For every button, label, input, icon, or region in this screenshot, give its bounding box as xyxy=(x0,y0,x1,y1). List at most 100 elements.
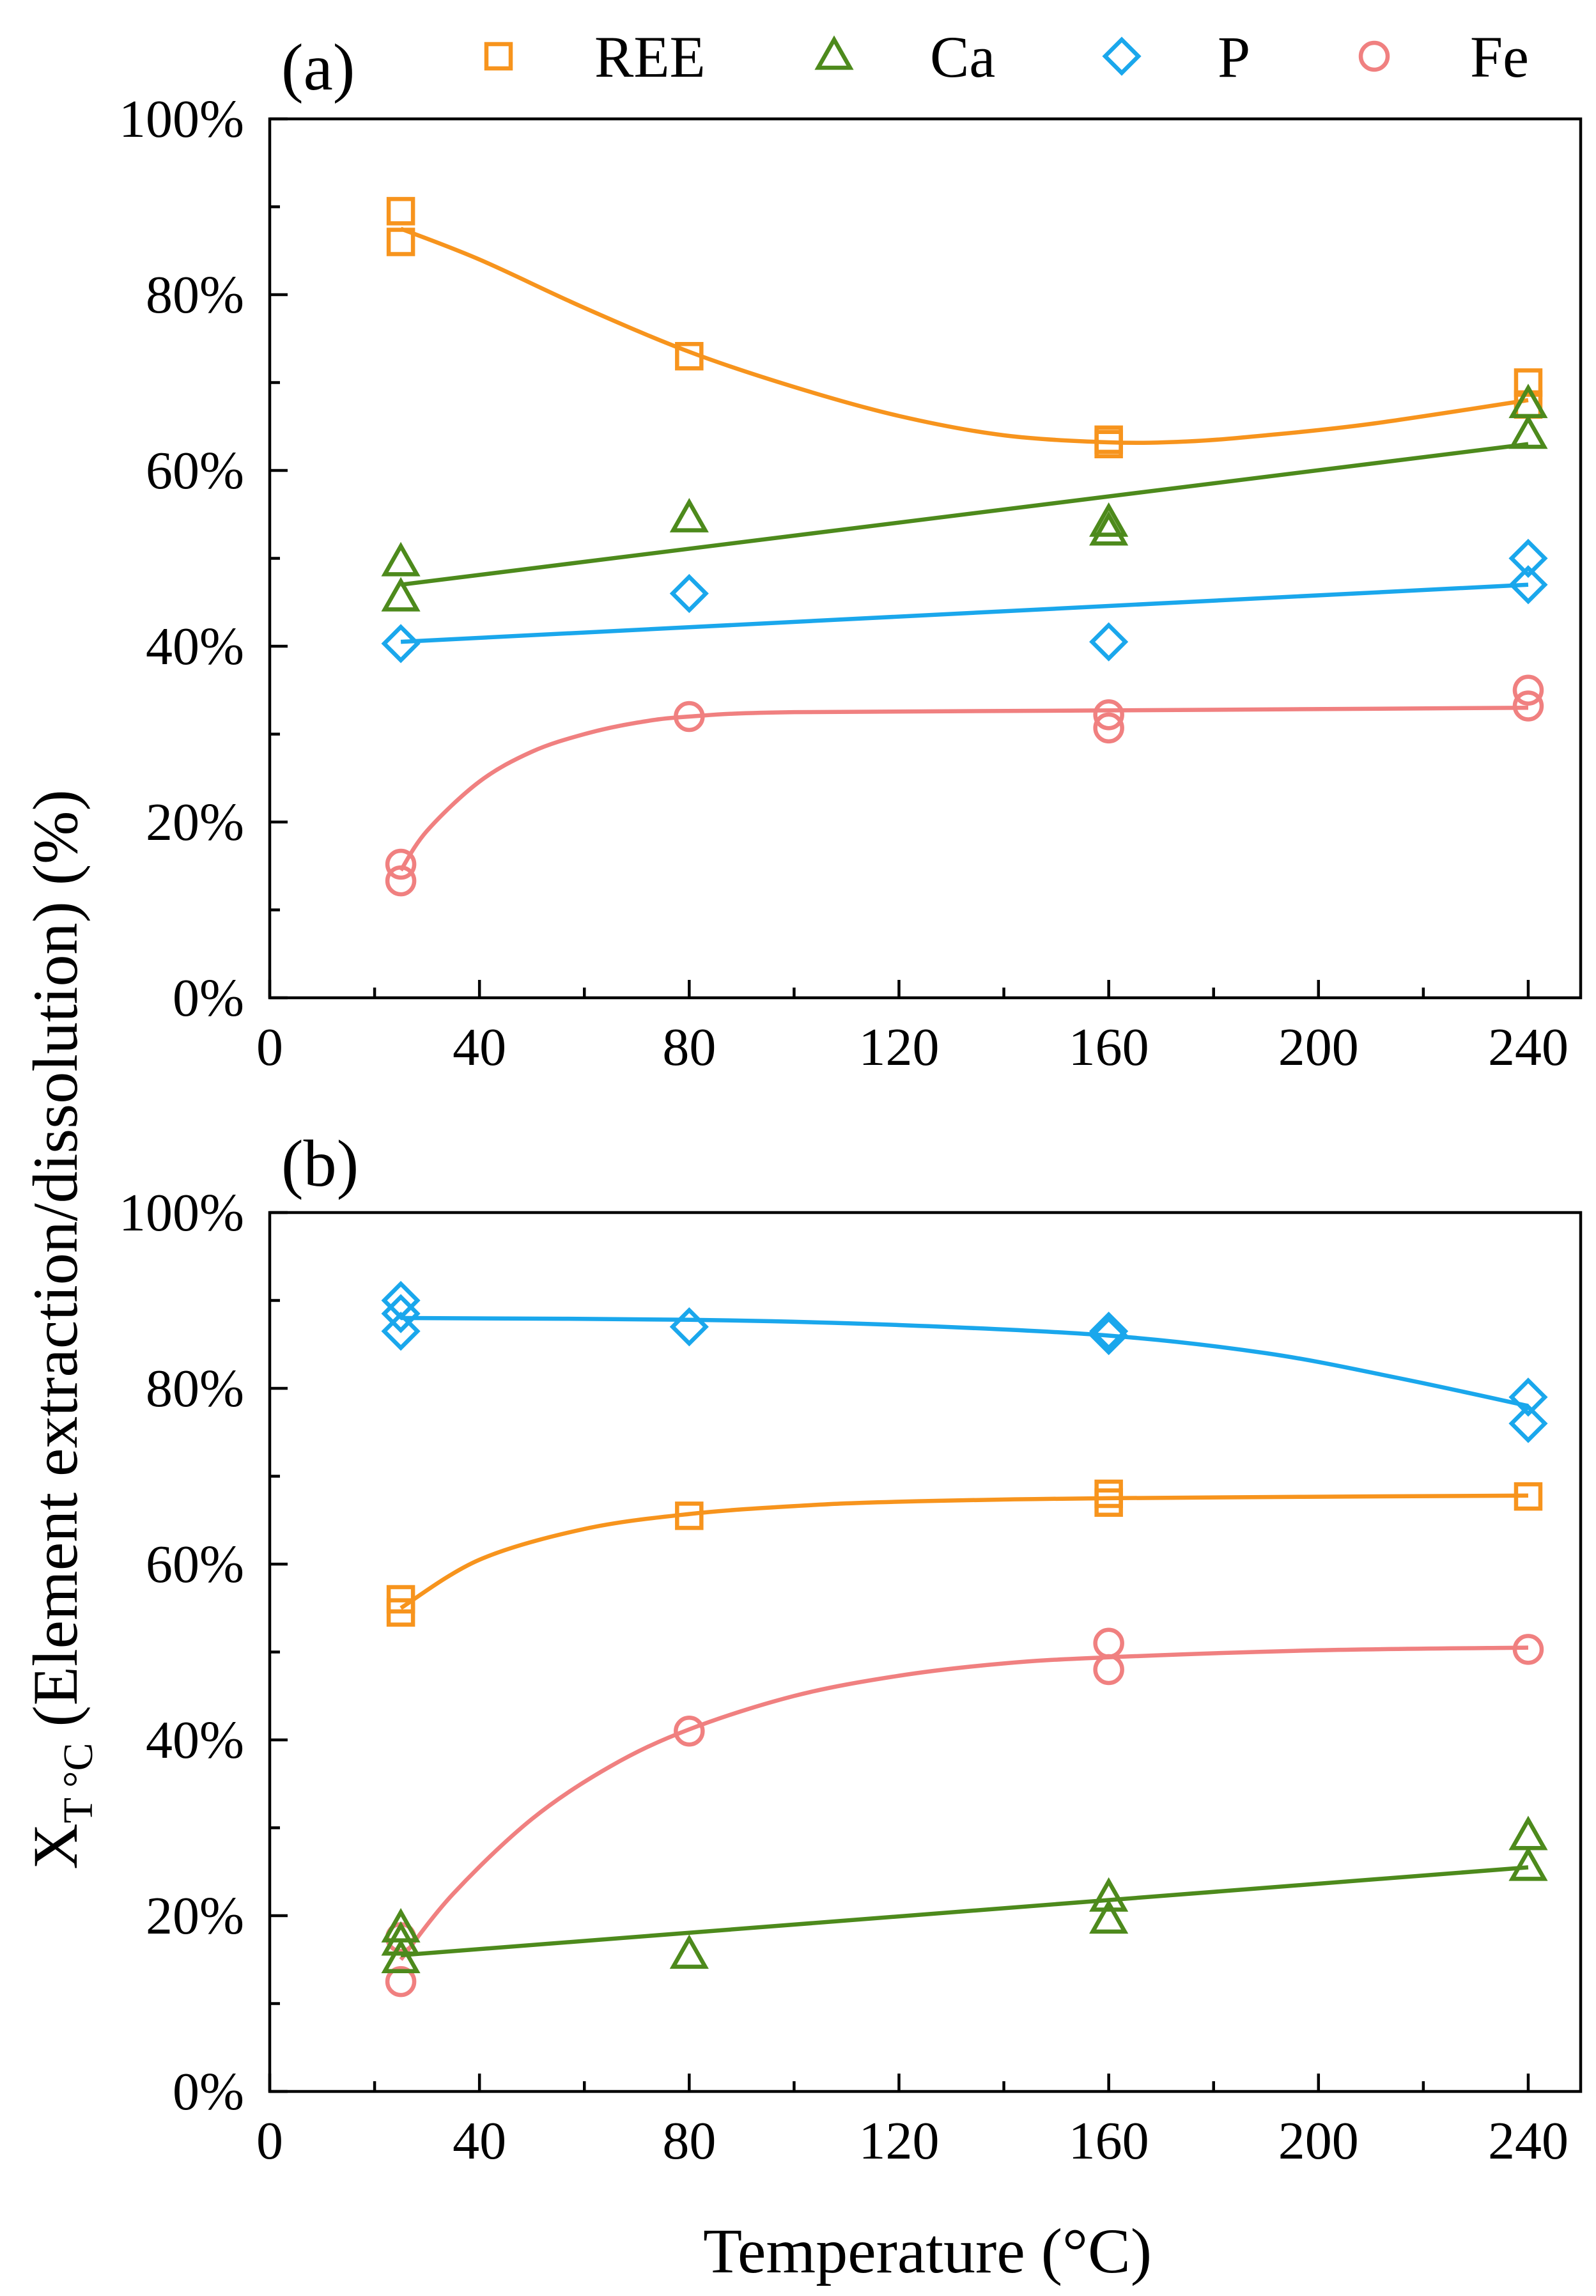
ree-fit-line xyxy=(399,1493,1528,1610)
x-tick-label: 0 xyxy=(256,1018,283,1077)
ca-fit-line xyxy=(400,1865,1529,1958)
y-tick-label: 40% xyxy=(146,617,244,676)
x-axis-title: Temperature (°C) xyxy=(703,2215,1152,2286)
ree-data-point xyxy=(386,228,415,256)
y-tick-label: 80% xyxy=(146,1359,244,1418)
x-tick-label: 200 xyxy=(1278,1018,1359,1077)
fe-data-point xyxy=(1093,699,1124,731)
ca-data-point xyxy=(381,541,421,577)
ca-data-point xyxy=(1089,502,1129,537)
ca-data-point xyxy=(1089,1899,1129,1934)
ca-data-point xyxy=(669,1934,709,1969)
p-data-point xyxy=(1089,1312,1129,1351)
fe-data-point xyxy=(1512,1634,1544,1665)
fe-fit-line xyxy=(399,1645,1529,1961)
p-data-point xyxy=(1508,565,1548,605)
ca-data-point xyxy=(1089,1877,1129,1912)
fe-data-point xyxy=(674,701,705,733)
ca-data-point xyxy=(381,577,421,612)
fe-data-point xyxy=(1093,712,1124,744)
fe-data-point xyxy=(1093,1654,1124,1686)
x-tick-label: 160 xyxy=(1069,2111,1149,2171)
x-tick-label: 200 xyxy=(1278,2111,1359,2171)
legend: REE Ca P Fe xyxy=(484,24,1529,89)
ree-data-point xyxy=(1094,1479,1123,1509)
y-tick-label: 20% xyxy=(146,793,244,852)
ca-data-point xyxy=(381,1939,421,1973)
legend-label-ree: REE xyxy=(594,24,706,89)
y-tick-label: 0% xyxy=(173,2062,244,2121)
p-data-point xyxy=(669,573,709,614)
y-tick-label: 20% xyxy=(146,1886,244,1946)
fe-data-point xyxy=(385,865,417,897)
x-tick-label: 120 xyxy=(858,2111,939,2171)
fe-data-point xyxy=(1512,690,1544,722)
ca-data-point xyxy=(1508,1815,1548,1850)
ca-legend-marker xyxy=(814,35,854,70)
x-tick-label: 80 xyxy=(662,2111,716,2171)
ca-fit-line xyxy=(400,442,1529,587)
legend-label-fe: Fe xyxy=(1470,24,1529,89)
y-axis-title-symbol: X xyxy=(20,1824,91,1870)
p-data-point xyxy=(1508,1404,1548,1443)
ca-data-point xyxy=(381,1921,421,1956)
panel-label: (b) xyxy=(281,1127,359,1200)
p-data-point xyxy=(1089,622,1129,662)
ree-fit-line xyxy=(399,226,1529,446)
ree-data-point xyxy=(1094,1488,1123,1517)
p-data-point xyxy=(1508,1377,1548,1417)
ree-data-point xyxy=(386,1598,415,1627)
x-tick-label: 240 xyxy=(1488,2111,1569,2171)
panel-b-chart: (b) 0 40 80 120 160 200 240 0% 20% 40% 60% 80% 100% xyxy=(119,1127,1583,2171)
plot-frame xyxy=(268,117,1583,1000)
y-axis-title-subscript: T °C xyxy=(55,1743,102,1824)
y-tick-label: 80% xyxy=(146,265,244,325)
legend-label-p: P xyxy=(1218,24,1250,89)
fe-data-point xyxy=(385,848,417,880)
ca-data-point xyxy=(1508,414,1548,449)
ree-data-point xyxy=(1094,430,1123,458)
legend-label-ca: Ca xyxy=(930,24,995,89)
p-fit-line xyxy=(401,1315,1529,1408)
p-data-point xyxy=(381,1294,421,1333)
panel-a-chart: (a) 0 40 80 120 160 200 240 0% 20% 40% 60% 80% 100% xyxy=(119,31,1583,1077)
p-fit-line xyxy=(400,582,1529,644)
ree-data-point xyxy=(1514,1482,1543,1511)
fe-data-point xyxy=(1093,1627,1124,1659)
p-data-point xyxy=(381,624,421,663)
fe-fit-line xyxy=(399,706,1528,872)
x-tick-label: 160 xyxy=(1069,1018,1149,1077)
y-tick-label: 100% xyxy=(119,89,244,149)
ree-data-point xyxy=(1514,368,1543,397)
x-tick-label: 80 xyxy=(662,1018,716,1077)
plot-frame xyxy=(268,1211,1583,2093)
fe-data-point xyxy=(1512,674,1544,706)
x-tick-label: 40 xyxy=(453,2111,506,2171)
ca-data-point xyxy=(1508,1846,1548,1881)
p-data-point xyxy=(1508,538,1548,578)
ree-data-point xyxy=(675,342,704,371)
y-tick-label: 0% xyxy=(173,968,244,1028)
y-tick-label: 60% xyxy=(146,1535,244,1594)
ree-data-point xyxy=(675,1501,704,1530)
x-tick-label: 40 xyxy=(453,1018,506,1077)
x-tick-label: 240 xyxy=(1488,1018,1569,1077)
p-data-point xyxy=(1089,1315,1129,1356)
ca-data-point xyxy=(669,498,709,532)
ree-data-point xyxy=(386,197,415,226)
fe-data-point xyxy=(385,1966,417,1997)
fe-data-point xyxy=(674,1716,705,1747)
y-axis-title-text: (Element extraction/dissolution) (%) xyxy=(20,789,91,1742)
x-tick-label: 0 xyxy=(256,2111,283,2171)
panel-label: (a) xyxy=(281,31,355,104)
y-tick-label: 40% xyxy=(146,1710,244,1770)
y-tick-label: 100% xyxy=(119,1183,244,1243)
p-legend-marker xyxy=(1102,36,1142,76)
p-data-point xyxy=(381,1312,421,1351)
ree-legend-marker xyxy=(484,42,513,71)
p-data-point xyxy=(669,1307,709,1347)
ca-data-point xyxy=(1089,511,1129,546)
fe-legend-marker xyxy=(1358,40,1390,72)
y-axis-title: XT °C (Element extraction/dissolution) (… xyxy=(20,789,102,1870)
